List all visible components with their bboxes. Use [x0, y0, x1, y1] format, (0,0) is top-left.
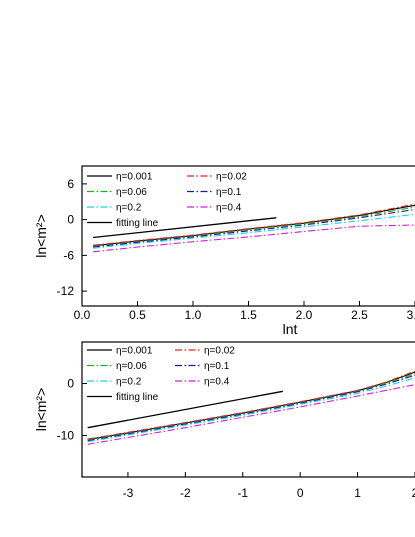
legend-entry-1: η=0.02 [204, 346, 235, 357]
x-tick-label: 0 [297, 486, 304, 500]
x-tick-label: 2.5 [351, 308, 368, 322]
x-tick-label: 1.5 [240, 308, 257, 322]
x-axis-title: lnt [283, 321, 298, 337]
y-axis-title: ln<m²> [33, 214, 49, 258]
x-tick-label: 2 [412, 486, 415, 500]
legend-entry-4: η=0.2 [116, 377, 142, 388]
legend-entry-6: fitting line [116, 392, 159, 403]
plot-frame [81, 165, 415, 307]
legend-entry-3: η=0.1 [204, 361, 230, 372]
legend-entry-0: η=0.001 [116, 172, 153, 183]
legend-entry-2: η=0.06 [116, 187, 147, 198]
series-line-4 [93, 213, 415, 249]
x-tick-label: 0.5 [129, 308, 146, 322]
series-line-5 [93, 224, 415, 253]
legend-entry-5: η=0.4 [204, 377, 230, 388]
plot-frame [81, 341, 415, 478]
series-line-6 [87, 390, 284, 429]
y-tick-label: 0 [67, 377, 74, 391]
y-tick-label: 0 [67, 213, 74, 227]
series-line-3 [93, 208, 415, 248]
bottom-chart-panel: -3-2-10120-10lntln<m²>η=0.001η=0.02η=0.0… [33, 341, 415, 500]
series-line-3 [87, 374, 415, 442]
x-tick-label: -3 [123, 486, 134, 500]
y-axis-title: ln<m²> [33, 388, 49, 432]
x-tick-label: -2 [180, 486, 191, 500]
series-line-0 [93, 204, 415, 247]
legend-entry-6: fitting line [116, 218, 159, 229]
legend-entry-0: η=0.001 [116, 346, 153, 357]
x-tick-label: 0.0 [74, 308, 91, 322]
legend-entry-3: η=0.1 [216, 187, 242, 198]
legend-entry-2: η=0.06 [116, 361, 147, 372]
y-tick-label: 6 [67, 177, 74, 191]
x-tick-label: -1 [237, 486, 248, 500]
x-tick-label: 3.0 [407, 308, 415, 322]
x-tick-label: 1.0 [185, 308, 202, 322]
legend-entry-1: η=0.02 [216, 172, 247, 183]
series-line-1 [93, 203, 415, 246]
legend-entry-4: η=0.2 [116, 203, 142, 214]
series-line-2 [93, 206, 415, 247]
plot-area [87, 370, 415, 445]
legend-entry-5: η=0.4 [216, 203, 242, 214]
y-tick-label: -10 [57, 428, 75, 442]
top-chart-panel: 0.0 0.5 1.0 1.5 2.0 2.5 3.0 6 0 -6 -12 lnt ln<m²> η=0… [33, 165, 415, 337]
x-tick-label: 2.0 [296, 308, 313, 322]
y-tick-label: -6 [63, 248, 74, 262]
series-line-4 [87, 377, 415, 443]
series-line-1 [87, 370, 415, 440]
series-line-6 [93, 217, 277, 239]
y-tick-label: -12 [57, 284, 75, 298]
plot-area [93, 203, 415, 253]
legend: η=0.001 η=0.02 η=0.06 η=0.1 η=0.2 η=0.4 fittin… [87, 346, 235, 403]
series-line-5 [87, 384, 415, 445]
x-tick-label: 1 [354, 486, 361, 500]
legend: η=0.001 η=0.02 η=0.06 η=0.1 η=0.2 η=0.4 fittin… [87, 172, 247, 229]
